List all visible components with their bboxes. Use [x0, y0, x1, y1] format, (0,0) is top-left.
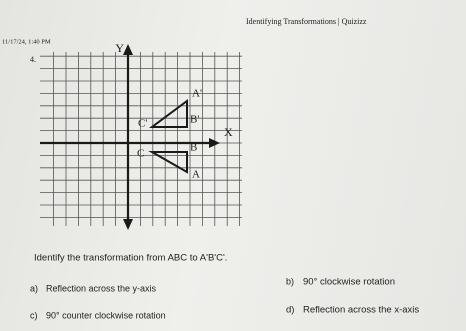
option-letter: c) [30, 310, 38, 320]
x-axis-label: X [224, 125, 233, 139]
option-letter: a) [30, 283, 38, 293]
point-label: A [192, 169, 200, 181]
question-number: 4. [30, 55, 36, 64]
point-label: A' [192, 88, 202, 100]
coordinate-grid [40, 52, 242, 226]
print-date: 11/17/24, 1:40 PM [2, 38, 51, 45]
triangle-original [148, 151, 188, 174]
axes [40, 44, 220, 230]
y-arrow-up [123, 44, 133, 55]
x-arrow [209, 138, 220, 148]
y-arrow-down [123, 219, 133, 230]
point-label: C' [138, 118, 147, 130]
page-title: Identifying Transformations | Quizizz [246, 17, 367, 26]
option-letter: d) [286, 305, 294, 316]
option-text[interactable]: 90° clockwise rotation [303, 277, 395, 288]
point-label: B [190, 142, 197, 154]
option-text[interactable]: 90° counter clockwise rotation [46, 310, 166, 320]
question-text: Identify the transformation from ABC to … [34, 253, 227, 264]
y-axis-label: Y [115, 41, 124, 55]
option-text[interactable]: Reflection across the y-axis [46, 283, 157, 293]
option-letter: b) [286, 276, 294, 286]
point-label: B' [190, 114, 199, 126]
option-text[interactable]: Reflection across the x-axis [303, 305, 419, 316]
point-label: C [137, 148, 144, 160]
triangle-image [148, 99, 188, 128]
